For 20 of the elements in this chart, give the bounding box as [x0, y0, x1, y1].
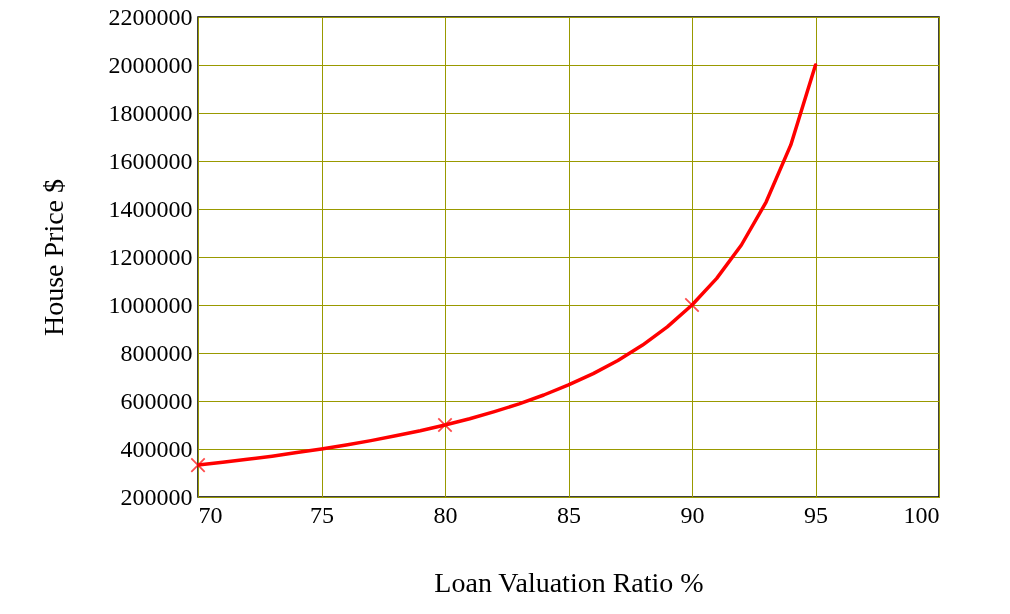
- x-tick-label: 85: [557, 501, 581, 528]
- y-tick-label: 400000: [120, 435, 193, 462]
- x-tick-label: 75: [310, 501, 334, 528]
- x-tick-label: 95: [804, 501, 828, 528]
- y-tick-label: 600000: [120, 387, 193, 414]
- y-axis-title: House Price $: [37, 178, 69, 337]
- y-tick-label: 2000000: [108, 51, 193, 78]
- x-tick-label: 70: [198, 501, 223, 528]
- y-tick-label: 1000000: [108, 291, 193, 318]
- x-tick-label: 100: [903, 501, 940, 528]
- y-tick-label: 200000: [120, 483, 193, 510]
- y-tick-label: 1600000: [108, 147, 193, 174]
- y-tick-label: 1800000: [108, 99, 193, 126]
- y-tick-label: 1200000: [108, 243, 193, 270]
- y-tick-label: 1400000: [108, 195, 193, 222]
- y-tick-label: 800000: [120, 339, 193, 366]
- x-axis-title: Loan Valuation Ratio %: [434, 566, 704, 598]
- y-tick-label: 2200000: [108, 3, 193, 30]
- x-tick-label: 80: [433, 501, 458, 528]
- x-tick-label: 90: [680, 501, 705, 528]
